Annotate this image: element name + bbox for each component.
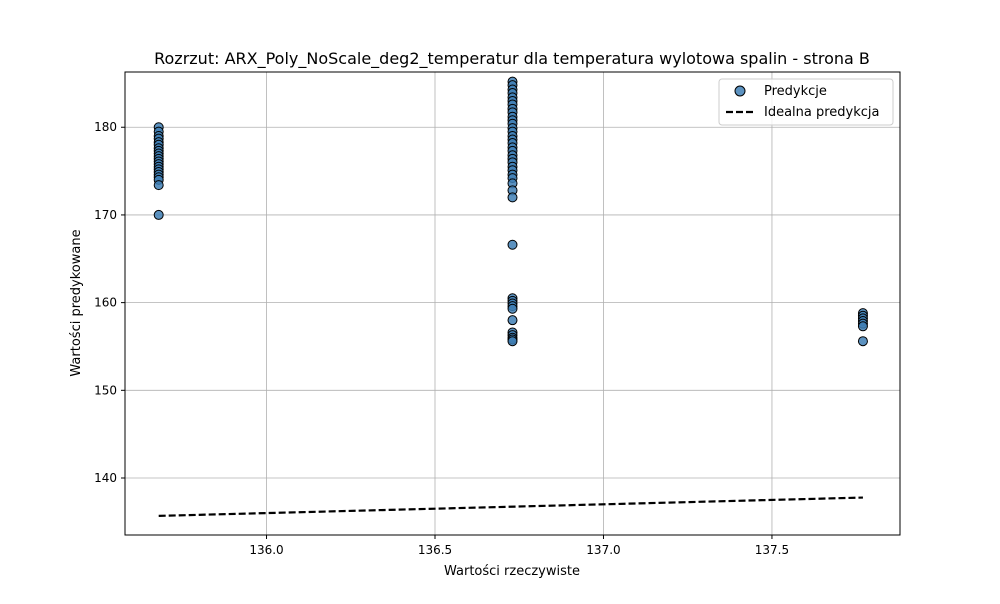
legend-label-predictions: Predykcje [764, 84, 827, 99]
ideal-prediction-line [158, 496, 863, 517]
plot-frame [124, 71, 901, 536]
legend: Predykcje Idealna predykcja [718, 78, 894, 126]
scatter-point [507, 239, 518, 250]
y-tick-label: 140 [94, 471, 117, 485]
scatter-point [857, 336, 868, 347]
scatter-point [153, 209, 164, 220]
y-tick-label: 160 [94, 296, 117, 310]
legend-scatter-marker [734, 85, 746, 97]
x-tick-label: 136.5 [418, 543, 452, 557]
plot-series [153, 76, 868, 517]
grid [125, 72, 900, 535]
scatter-point [857, 321, 868, 332]
y-tick-label: 180 [94, 120, 117, 134]
scatter-point [507, 192, 518, 203]
scatter-point [507, 303, 518, 314]
x-tick-label: 137.0 [586, 543, 620, 557]
y-axis-label: Wartości predykowane [69, 229, 84, 376]
legend-box [718, 78, 894, 126]
scatter-point [153, 180, 164, 191]
y-tick-label: 150 [94, 383, 117, 397]
x-tick-label: 136.0 [249, 543, 283, 557]
scatter-point [507, 336, 518, 347]
scatter-point [507, 315, 518, 326]
chart-title: Rozrzut: ARX_Poly_NoScale_deg2_temperatu… [154, 49, 870, 69]
y-tick-label: 170 [94, 208, 117, 222]
x-tick-label: 137.5 [755, 543, 789, 557]
axis-ticks: 136.0 136.5 137.0 137.5 140 150 160 170 180 [94, 120, 789, 557]
x-axis-label: Wartości rzeczywiste [444, 564, 580, 579]
legend-label-ideal: Idealna predykcja [764, 105, 880, 120]
